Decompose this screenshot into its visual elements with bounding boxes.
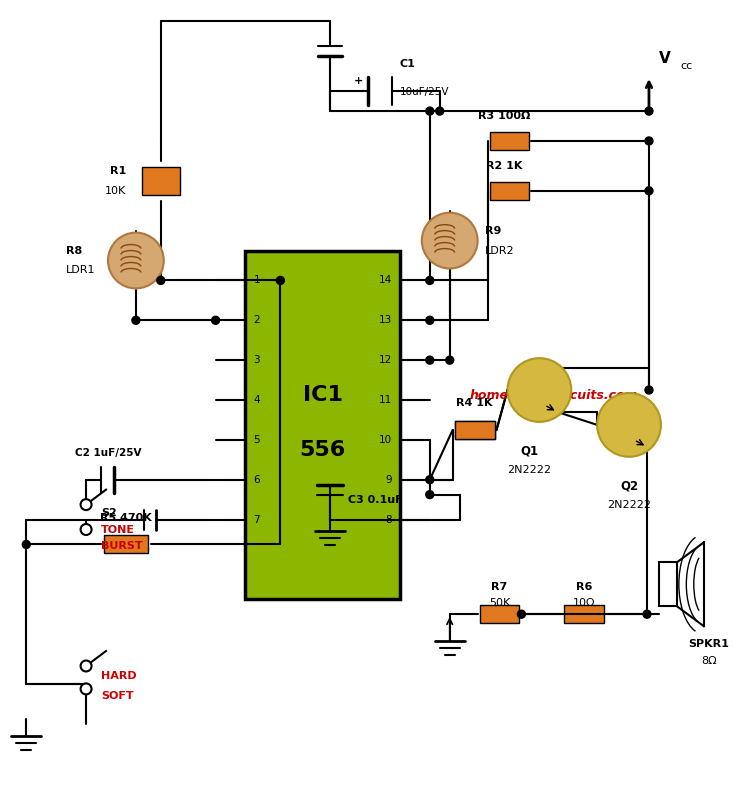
- FancyBboxPatch shape: [489, 132, 530, 150]
- Text: R8: R8: [66, 246, 83, 255]
- Text: 8: 8: [385, 514, 392, 525]
- Text: C2 1uF/25V: C2 1uF/25V: [74, 448, 142, 458]
- Circle shape: [645, 187, 653, 195]
- Text: 12: 12: [378, 355, 392, 365]
- Text: R2 1K: R2 1K: [486, 161, 523, 171]
- Circle shape: [22, 541, 31, 549]
- Text: R6: R6: [576, 582, 592, 592]
- FancyBboxPatch shape: [489, 182, 530, 200]
- FancyBboxPatch shape: [142, 167, 180, 195]
- Text: C3 0.1uF: C3 0.1uF: [348, 494, 403, 505]
- FancyBboxPatch shape: [245, 250, 400, 599]
- Text: HARD: HARD: [101, 671, 136, 681]
- Text: 6: 6: [253, 475, 260, 485]
- Text: SPKR1: SPKR1: [688, 639, 729, 649]
- Text: Q2: Q2: [620, 479, 638, 493]
- Text: BURST: BURST: [101, 541, 142, 552]
- FancyBboxPatch shape: [480, 605, 519, 623]
- Circle shape: [645, 386, 653, 394]
- Text: 50K: 50K: [489, 598, 510, 608]
- Text: 5: 5: [253, 435, 260, 445]
- FancyBboxPatch shape: [454, 421, 495, 439]
- Circle shape: [426, 316, 434, 324]
- Circle shape: [597, 393, 661, 457]
- Bar: [659, 562, 677, 607]
- Text: 10: 10: [378, 435, 392, 445]
- Circle shape: [436, 107, 444, 115]
- Text: R7: R7: [492, 582, 507, 592]
- FancyBboxPatch shape: [454, 421, 495, 439]
- Circle shape: [426, 491, 434, 498]
- Circle shape: [156, 277, 165, 285]
- FancyBboxPatch shape: [564, 605, 604, 623]
- Circle shape: [426, 277, 434, 285]
- Text: 7: 7: [253, 514, 260, 525]
- Text: R1: R1: [110, 166, 126, 176]
- Text: 556: 556: [299, 440, 346, 460]
- Circle shape: [426, 475, 434, 483]
- Text: S2: S2: [101, 507, 117, 518]
- Circle shape: [80, 661, 92, 672]
- Text: homemade-circuits.com: homemade-circuits.com: [469, 389, 638, 401]
- Text: R4 1K: R4 1K: [457, 398, 493, 408]
- Text: 11: 11: [378, 395, 392, 405]
- Text: V: V: [659, 51, 670, 66]
- Text: 9: 9: [385, 475, 392, 485]
- Circle shape: [212, 316, 220, 324]
- FancyBboxPatch shape: [104, 536, 148, 553]
- Text: R3 100Ω: R3 100Ω: [478, 111, 530, 121]
- Text: 14: 14: [378, 275, 392, 285]
- Text: Q1: Q1: [520, 445, 539, 458]
- Circle shape: [426, 356, 434, 364]
- Circle shape: [518, 611, 525, 619]
- Circle shape: [426, 107, 434, 115]
- Text: 2N2222: 2N2222: [507, 465, 551, 475]
- Circle shape: [645, 137, 653, 145]
- Circle shape: [80, 684, 92, 694]
- Text: 3: 3: [253, 355, 260, 365]
- Text: 2: 2: [253, 316, 260, 325]
- Text: LDR2: LDR2: [484, 246, 514, 255]
- Text: cc: cc: [681, 61, 693, 72]
- Circle shape: [643, 611, 651, 619]
- Text: R5 470K: R5 470K: [100, 513, 152, 522]
- Text: 10uF/25V: 10uF/25V: [400, 87, 449, 97]
- Text: C1: C1: [400, 60, 416, 69]
- Circle shape: [645, 107, 653, 115]
- Circle shape: [132, 316, 140, 324]
- Circle shape: [80, 499, 92, 510]
- Text: LDR1: LDR1: [66, 266, 95, 276]
- Text: +: +: [353, 76, 363, 86]
- Text: 4: 4: [253, 395, 260, 405]
- Text: R9: R9: [484, 226, 501, 235]
- Text: SOFT: SOFT: [101, 691, 133, 701]
- Text: 10Ω: 10Ω: [573, 598, 595, 608]
- Circle shape: [446, 356, 454, 364]
- Circle shape: [108, 233, 164, 289]
- Text: 2N2222: 2N2222: [607, 499, 651, 510]
- Circle shape: [276, 277, 285, 285]
- Text: IC1: IC1: [302, 385, 343, 405]
- Text: 1: 1: [253, 275, 260, 285]
- Text: 10K: 10K: [105, 186, 126, 196]
- Text: TONE: TONE: [101, 525, 135, 534]
- Text: 8Ω: 8Ω: [701, 656, 717, 666]
- Circle shape: [422, 213, 478, 269]
- Text: 13: 13: [378, 316, 392, 325]
- Circle shape: [80, 524, 92, 535]
- Circle shape: [507, 358, 571, 422]
